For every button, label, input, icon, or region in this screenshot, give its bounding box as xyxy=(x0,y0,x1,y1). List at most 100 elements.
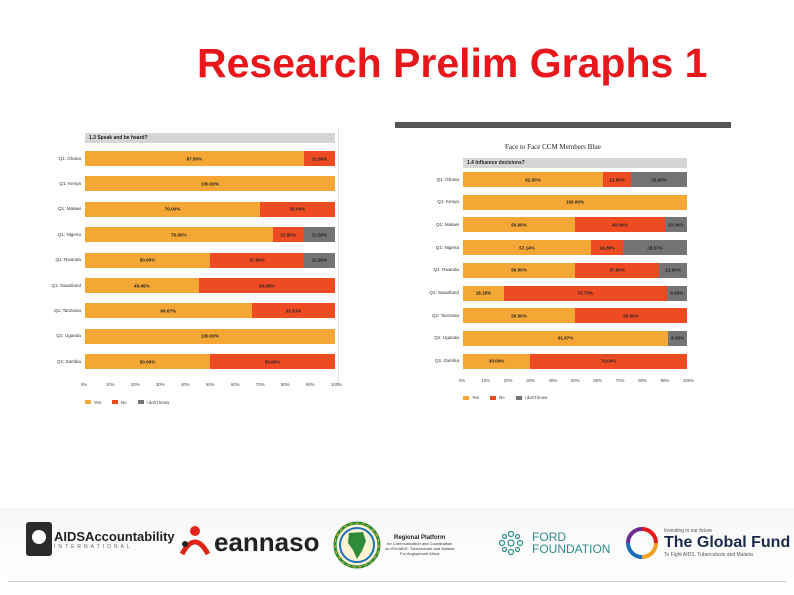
data-label: 40.00% xyxy=(612,222,628,228)
bar-segment-i-don-t-know: 12.50% xyxy=(303,252,335,268)
category-label: Q1: Malawi xyxy=(436,221,459,227)
stacked-bar: 62.50% 12.50% 25.00% xyxy=(463,172,687,187)
chart-question-header: 1.3 Speak and be heard? xyxy=(85,133,335,143)
bar-segment-yes: 70.00% xyxy=(85,201,260,217)
stacked-bar: 50.00% 37.50% 12.50% xyxy=(85,252,335,268)
data-label: 50.00% xyxy=(623,313,639,319)
x-tick-label: 100% xyxy=(683,378,694,384)
regional-platform-line2: for Communication and Coordination xyxy=(387,540,453,546)
data-label: 50.00% xyxy=(511,313,527,319)
data-label: 91.67% xyxy=(557,335,574,341)
bar-segment-i-don-t-know: 25.00% xyxy=(631,172,687,187)
data-label: 12.50% xyxy=(280,232,296,238)
regional-platform-line4: For Anglophone Africa xyxy=(400,550,440,556)
bar-segment-yes: 45.45% xyxy=(85,278,199,293)
bar-segment-no: 12.50% xyxy=(272,227,304,243)
x-tick-label: 20% xyxy=(503,378,513,384)
data-label: 12.50% xyxy=(311,232,328,238)
data-label: 70.00% xyxy=(600,358,617,364)
aids-accountability-sub: INTERNATIONAL xyxy=(54,543,133,550)
legend-label: I don't know xyxy=(524,395,548,401)
legend-label: Yes xyxy=(472,395,480,401)
data-label: 8.33% xyxy=(671,335,685,341)
stacked-bar: 100.00% xyxy=(85,176,335,192)
data-label: 70.00% xyxy=(164,206,181,212)
bar-segment-yes: 57.14% xyxy=(463,240,591,256)
bar-segment-no: 72.73% xyxy=(503,285,667,301)
x-tick-label: 0% xyxy=(81,381,88,387)
data-label: 57.14% xyxy=(519,245,535,251)
x-tick-label: 70% xyxy=(256,381,265,387)
regional-platform-line1: Regional Platform xyxy=(394,534,446,541)
category-label: Q1: Malawi xyxy=(58,206,81,212)
chart-legend: Yes No I don't know xyxy=(85,400,177,405)
data-label: 100.00% xyxy=(565,199,585,205)
bar-segment-yes: 100.00% xyxy=(463,194,687,210)
category-label: Q1: Nigeria xyxy=(435,244,459,250)
x-tick-label: 10% xyxy=(106,381,115,387)
bar-segment-yes: 66.67% xyxy=(85,303,252,319)
stacked-bar: 50.00% 37.50% 12.50% xyxy=(463,262,687,278)
footer-divider xyxy=(8,581,786,582)
category-label: Q1: Ghana xyxy=(58,155,81,161)
global-fund-small-text: Investing in our future xyxy=(664,528,713,534)
bar-segment-i-don-t-know: 12.50% xyxy=(659,262,687,278)
data-label: 37.50% xyxy=(249,257,265,263)
data-label: 14.29% xyxy=(599,245,615,251)
stacked-bar: 75.00% 12.50% 12.50% xyxy=(85,227,335,243)
legend-swatch xyxy=(515,395,522,400)
bar-segment-yes: 50.00% xyxy=(463,262,575,278)
category-label: Q1: Kenya xyxy=(437,199,459,205)
chart-legend: Yes No I don't know xyxy=(463,395,555,400)
data-label: 12.50% xyxy=(311,156,328,161)
global-fund-tagline: To Fight AIDS, Tuberculosis and Malaria xyxy=(664,552,753,558)
panel-top-bar xyxy=(395,122,731,128)
data-label: 37.50% xyxy=(609,267,625,273)
aids-accountability-name: AIDSAccountability xyxy=(54,528,175,544)
category-label: Q1: Swaziland xyxy=(51,282,81,288)
chart-title: Face to Face CCM Members Blue xyxy=(505,143,601,151)
data-label: 75.00% xyxy=(170,232,187,238)
stacked-bar: 50.00% 40.00% 10.00% xyxy=(463,217,687,233)
bar-segment-no: 12.50% xyxy=(603,172,631,187)
legend-swatch xyxy=(112,400,119,405)
bar-segment-no: 14.29% xyxy=(590,240,623,256)
legend-swatch xyxy=(490,395,497,400)
slide-title: Research Prelim Graphs 1 xyxy=(197,40,708,86)
x-tick-label: 80% xyxy=(281,381,290,387)
x-tick-label: 50% xyxy=(206,381,215,387)
x-tick-label: 40% xyxy=(548,378,558,384)
data-label: 25.00% xyxy=(651,177,667,182)
aids-accountability-mark-icon xyxy=(26,522,52,556)
stacked-bar: 91.67% 8.33% xyxy=(463,330,687,346)
data-label: 54.55% xyxy=(259,283,275,288)
bar-segment-no: 33.33% xyxy=(251,303,335,319)
bar-segment-no: 70.00% xyxy=(530,353,687,369)
stacked-bar: 100.00% xyxy=(85,328,335,344)
eannaso-name: eannaso xyxy=(214,526,320,557)
x-tick-label: 80% xyxy=(638,378,647,384)
category-label: Q1: Zambia xyxy=(435,358,459,364)
category-label: Q1: Uganda xyxy=(434,335,459,341)
bar-segment-yes: 91.67% xyxy=(463,330,669,346)
sponsor-logo-strip xyxy=(0,508,794,580)
bar-segment-i-don-t-know: 12.50% xyxy=(303,227,335,243)
data-label: 30.00% xyxy=(488,358,505,364)
regional-platform-line3: on HIV/AIDS, Tuberculosis and Malaria xyxy=(385,545,455,551)
category-label: Q1: Tanzania xyxy=(432,312,459,318)
global-fund-swirl-icon xyxy=(626,527,658,559)
legend-swatch xyxy=(463,395,469,400)
bar-segment-yes: 100.00% xyxy=(85,328,335,344)
category-label: Q1: Zambia xyxy=(57,358,81,364)
bar-segment-yes: 50.00% xyxy=(85,252,210,268)
stacked-bar: 50.00% 50.00% xyxy=(463,308,687,324)
data-label: 100.00% xyxy=(200,181,220,187)
data-label: 45.45% xyxy=(134,283,150,288)
aids-accountability-logo: AIDSAccountability INTERNATIONAL xyxy=(26,522,175,556)
bar-segment-i-don-t-know: 28.57% xyxy=(622,240,687,256)
x-tick-label: 100% xyxy=(331,381,342,387)
data-label: 62.50% xyxy=(525,177,541,182)
bar-segment-yes: 100.00% xyxy=(85,176,335,192)
bar-segment-yes: 50.00% xyxy=(463,308,575,324)
stacked-bar: 57.14% 14.29% 28.57% xyxy=(463,240,687,256)
